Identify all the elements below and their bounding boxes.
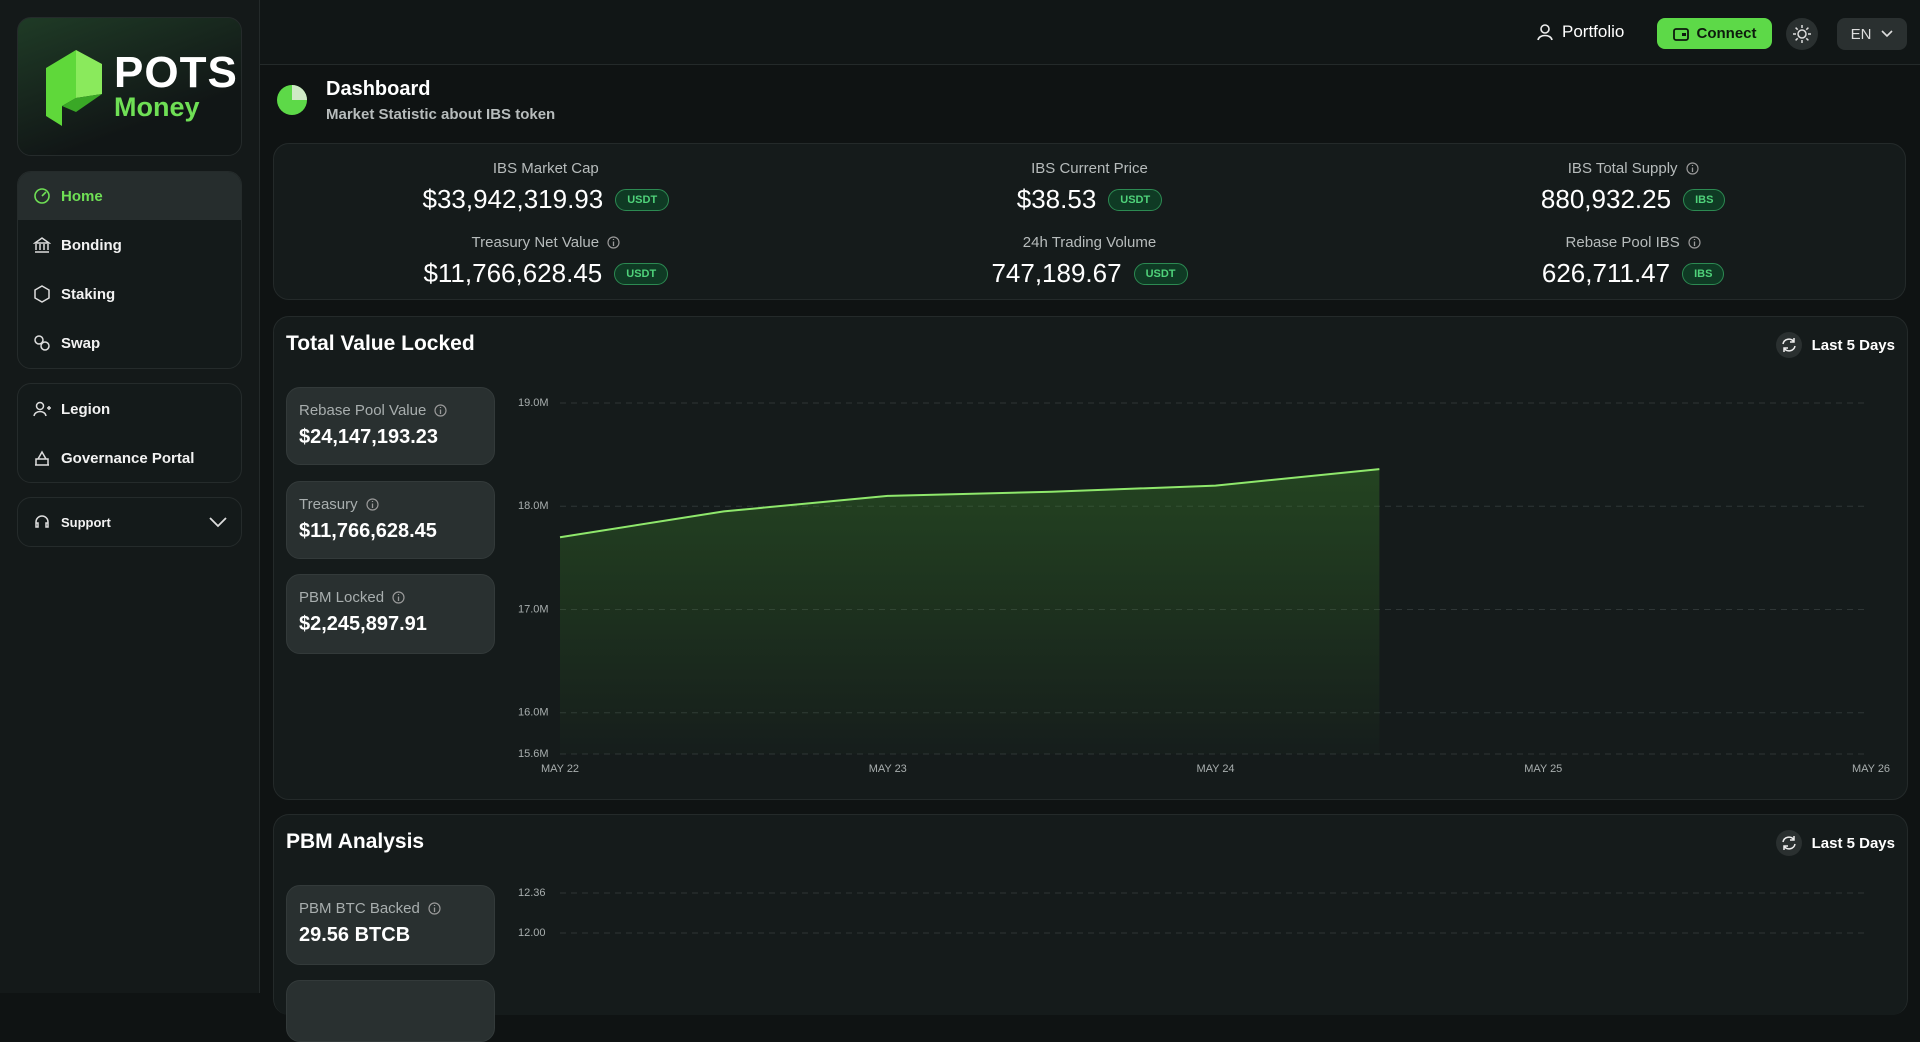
nav-label: Staking (61, 285, 116, 303)
stat-value: 747,189.67 (991, 258, 1122, 288)
stat-value: $33,942,319.93 (422, 184, 604, 214)
chevron (209, 517, 227, 528)
stat: IBS Market Cap $33,942,319.93 USDT (274, 158, 818, 232)
info-icon[interactable] (607, 235, 620, 249)
stats-card: IBS Market Cap $33,942,319.93 USDT IBS Cur… (273, 143, 1906, 300)
pbm-panel: PBM Analysis Last 5 Days PBM BTC Backed 2… (273, 814, 1908, 1042)
stat-value: 880,932.25 (1540, 184, 1672, 214)
stat: Rebase Pool IBS 626,711.47 IBS (1361, 232, 1905, 304)
support-toggle[interactable]: Support (18, 498, 241, 546)
nav-swap[interactable]: Swap (18, 319, 241, 367)
connect-button[interactable]: Connect (1657, 18, 1772, 49)
nav-label: Support (61, 514, 111, 530)
portfolio-label: Portfolio (1562, 22, 1625, 41)
stat-unit: USDT (1133, 262, 1188, 285)
range-select[interactable]: Last 5 Days (1775, 830, 1895, 856)
nav-home[interactable]: Home (18, 172, 241, 220)
stat: IBS Total Supply 880,932.25 IBS (1361, 158, 1905, 232)
stat-value: 626,711.47 (1541, 258, 1671, 288)
metric-label: Treasury (299, 496, 358, 513)
nav-label: Home (61, 187, 103, 205)
range-label: Last 5 Days (1811, 834, 1895, 852)
stat-label: IBS Market Cap (492, 159, 599, 177)
metric-value: 29.56 BTCB (299, 924, 411, 946)
logo-sub: Money (114, 92, 200, 122)
page-subtitle: Market Statistic about IBS token (326, 106, 556, 123)
connect-label: Connect (1696, 25, 1757, 42)
stat-label: 24h Trading Volume (1022, 233, 1157, 251)
stat-label: Treasury Net Value (471, 233, 600, 251)
stat: Treasury Net Value $11,766,628.45 USDT (274, 232, 818, 304)
stat-value: $11,766,628.45 (423, 258, 603, 288)
nav-staking[interactable]: Staking (18, 270, 241, 318)
info-icon[interactable] (1688, 235, 1701, 249)
nav-bonding[interactable]: Bonding (18, 221, 241, 269)
metric-card (286, 980, 495, 1042)
metric-label: Rebase Pool Value (299, 402, 427, 419)
stat-label: Rebase Pool IBS (1565, 233, 1680, 251)
nav-main: Home Bonding Staking Swap (17, 171, 242, 369)
panel-title: Total Value Locked (286, 332, 475, 355)
topbar: Portfolio Connect EN (260, 0, 1920, 65)
stat-unit: IBS (1682, 262, 1725, 285)
stat: IBS Current Price $38.53 USDT (818, 158, 1362, 232)
stat-label: IBS Current Price (1031, 159, 1148, 177)
stat-unit: USDT (1108, 188, 1163, 211)
metric-label: PBM BTC Backed (299, 900, 420, 917)
logo-word: POTS (114, 48, 238, 97)
nav-label: Legion (61, 400, 111, 418)
portfolio-link[interactable]: Portfolio (1536, 22, 1624, 42)
metric-label: PBM Locked (299, 589, 385, 606)
stat-unit: USDT (614, 262, 669, 285)
metric-value: $24,147,193.23 (299, 426, 439, 448)
stat: 24h Trading Volume 747,189.67 USDT (818, 232, 1362, 304)
metric-card: Treasury $11,766,628.45 (286, 481, 495, 559)
metric-value: $2,245,897.91 (299, 613, 427, 635)
metric-card: PBM Locked $2,245,897.91 (286, 574, 495, 654)
logo[interactable]: POTS Money (17, 17, 242, 156)
tvl-panel: Total Value Locked Last 5 Days Rebase Po… (273, 316, 1908, 800)
metric-card: PBM BTC Backed 29.56 BTCB (286, 885, 495, 965)
nav-label: Swap (61, 334, 101, 352)
nav-support[interactable]: Support (17, 497, 242, 547)
stat-unit: USDT (615, 188, 670, 211)
range-select[interactable]: Last 5 Days (1775, 332, 1895, 358)
metric-card: Rebase Pool Value $24,147,193.23 (286, 387, 495, 465)
nav-governance[interactable]: Governance Portal (18, 434, 241, 482)
nav-label: Bonding (61, 236, 122, 254)
page-title: Dashboard (326, 78, 431, 100)
range-label: Last 5 Days (1811, 336, 1895, 354)
nav-legion[interactable]: Legion (18, 385, 241, 433)
dashboard-icon (277, 85, 307, 115)
theme-toggle[interactable] (1786, 18, 1818, 50)
language-label: EN (1850, 25, 1872, 43)
nav-label: Governance Portal (61, 449, 195, 467)
stat-unit: IBS (1683, 188, 1726, 211)
stat-label: IBS Total Supply (1567, 159, 1678, 177)
nav-extra: Legion Governance Portal (17, 383, 242, 483)
language-select[interactable]: EN (1837, 18, 1907, 50)
stat-value: $38.53 (1016, 184, 1097, 214)
info-icon[interactable] (1685, 161, 1699, 175)
panel-title: PBM Analysis (286, 830, 425, 853)
logo-mark (46, 50, 102, 126)
sidebar: POTS Money Home Bonding Staking Swap Leg… (0, 0, 260, 993)
metric-value: $11,766,628.45 (299, 520, 437, 542)
